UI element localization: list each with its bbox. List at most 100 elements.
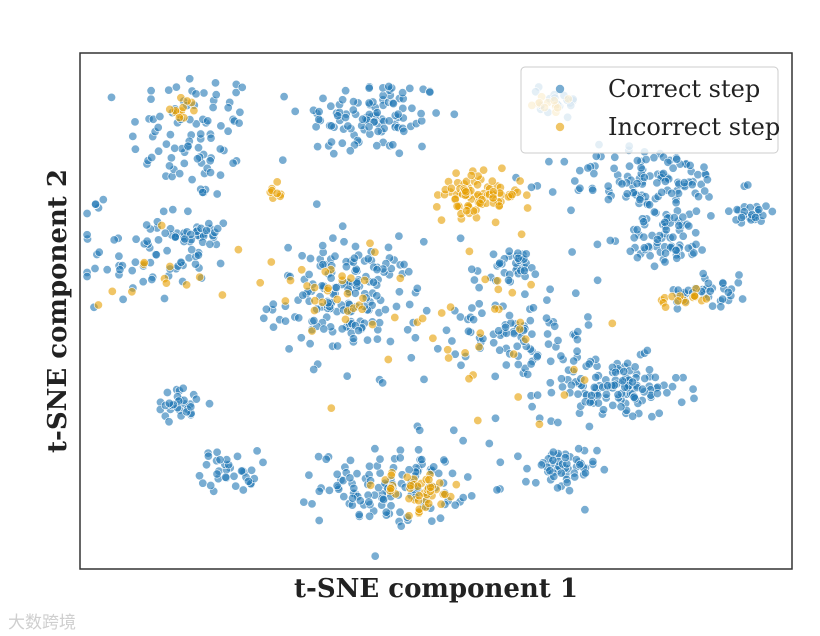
scatter-point <box>767 207 777 217</box>
scatter-point <box>474 342 484 352</box>
scatter-point <box>687 180 697 190</box>
scatter-point <box>546 356 556 366</box>
scatter-point <box>490 413 500 423</box>
scatter-point <box>678 212 688 222</box>
scatter-point <box>394 148 404 158</box>
scatter-point <box>526 280 536 290</box>
scatter-point <box>672 253 682 263</box>
scatter-point <box>234 118 244 128</box>
scatter-point <box>191 119 201 129</box>
scatter-point <box>689 248 699 258</box>
scatter-point <box>205 239 215 249</box>
scatter-point <box>663 157 673 167</box>
scatter-point <box>629 392 639 402</box>
scatter-point <box>386 501 396 511</box>
scatter-point <box>187 245 197 255</box>
scatter-point <box>431 108 441 118</box>
scatter-point <box>326 403 336 413</box>
scatter-point <box>202 226 212 236</box>
scatter-point <box>504 246 514 256</box>
scatter-point <box>464 374 474 384</box>
scatter-point <box>171 82 181 92</box>
scatter-point <box>723 287 733 297</box>
scatter-point <box>90 263 100 273</box>
scatter-point <box>560 453 570 463</box>
scatter-point <box>718 294 728 304</box>
scatter-point <box>159 206 169 216</box>
scatter-point <box>407 103 417 113</box>
scatter-point <box>652 234 662 244</box>
scatter-point <box>203 451 213 461</box>
scatter-point <box>463 326 473 336</box>
scatter-point <box>180 234 190 244</box>
scatter-point <box>178 103 188 113</box>
scatter-point <box>380 475 390 485</box>
scatter-point <box>415 425 425 435</box>
scatter-point <box>660 176 670 186</box>
scatter-point <box>404 494 414 504</box>
scatter-point <box>138 277 148 287</box>
scatter-point <box>131 234 141 244</box>
scatter-point <box>629 233 639 243</box>
scatter-point <box>422 306 432 316</box>
scatter-point <box>296 333 306 343</box>
scatter-point <box>283 243 293 253</box>
scatter-point <box>473 415 483 425</box>
scatter-point <box>252 446 262 456</box>
scatter-point <box>208 103 218 113</box>
scatter-point <box>345 473 355 483</box>
scatter-point <box>427 516 437 526</box>
scatter-point <box>509 349 519 359</box>
scatter-point <box>417 142 427 152</box>
scatter-point <box>364 122 374 132</box>
scatter-point <box>330 251 340 261</box>
scatter-point <box>146 94 156 104</box>
scatter-point <box>109 235 119 245</box>
scatter-point <box>447 336 457 346</box>
scatter-point <box>164 398 174 408</box>
scatter-point <box>314 515 324 525</box>
scatter-point <box>272 177 282 187</box>
scatter-point <box>205 399 215 409</box>
scatter-point <box>364 98 374 108</box>
scatter-point <box>216 170 226 180</box>
scatter-point <box>495 457 505 467</box>
scatter-point <box>681 297 691 307</box>
scatter-point <box>312 199 322 209</box>
scatter-point <box>419 374 429 384</box>
scatter-point <box>364 83 374 93</box>
scatter-point <box>406 481 416 491</box>
scatter-point <box>259 313 269 323</box>
scatter-point <box>603 195 613 205</box>
scatter-point <box>418 313 428 323</box>
scatter-point <box>340 314 350 324</box>
scatter-point <box>310 283 320 293</box>
scatter-point <box>127 287 137 297</box>
scatter-point <box>284 344 294 354</box>
scatter-point <box>456 360 466 370</box>
scatter-point <box>520 289 530 299</box>
scatter-point <box>660 248 670 258</box>
scatter-point <box>698 269 708 279</box>
scatter-point <box>206 133 216 143</box>
scatter-point <box>684 221 694 231</box>
scatter-point <box>572 335 582 345</box>
scatter-point <box>512 341 522 351</box>
scatter-point <box>716 302 726 312</box>
scatter-point <box>280 316 290 326</box>
scatter-point <box>569 356 579 366</box>
scatter-point <box>339 492 349 502</box>
scatter-point <box>414 491 424 501</box>
scatter-point <box>644 365 654 375</box>
scatter-point <box>237 82 247 92</box>
scatter-point <box>699 162 709 172</box>
scatter-point <box>436 499 446 509</box>
scatter-point <box>179 158 189 168</box>
scatter-point <box>733 278 743 288</box>
scatter-point <box>170 143 180 153</box>
scatter-point <box>548 187 558 197</box>
scatter-point <box>372 291 382 301</box>
scatter-point <box>385 336 395 346</box>
scatter-point <box>444 353 454 363</box>
scatter-point <box>624 161 634 171</box>
